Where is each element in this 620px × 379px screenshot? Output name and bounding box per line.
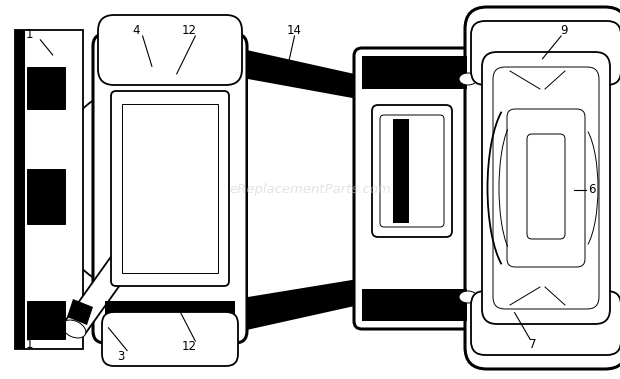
- FancyBboxPatch shape: [98, 15, 242, 85]
- Ellipse shape: [459, 73, 477, 85]
- Text: 7: 7: [529, 338, 537, 351]
- Bar: [122, 104, 218, 273]
- Text: 3: 3: [117, 350, 125, 363]
- FancyBboxPatch shape: [471, 21, 620, 85]
- Bar: [490, 292, 602, 320]
- Bar: [393, 119, 409, 223]
- Ellipse shape: [459, 291, 477, 303]
- Bar: [105, 46, 235, 79]
- Bar: [362, 289, 467, 321]
- Bar: [362, 56, 467, 89]
- Polygon shape: [67, 299, 93, 325]
- Wedge shape: [362, 92, 384, 136]
- Bar: [27, 169, 65, 224]
- Wedge shape: [362, 239, 384, 283]
- Text: 6: 6: [588, 183, 596, 196]
- Text: eReplacementParts.com: eReplacementParts.com: [229, 183, 391, 196]
- FancyBboxPatch shape: [354, 48, 475, 329]
- Bar: [15, 30, 83, 349]
- Polygon shape: [235, 49, 370, 331]
- FancyBboxPatch shape: [465, 7, 620, 369]
- FancyBboxPatch shape: [507, 109, 585, 267]
- Text: 14: 14: [287, 24, 302, 37]
- FancyBboxPatch shape: [372, 105, 452, 237]
- FancyBboxPatch shape: [93, 34, 247, 343]
- FancyBboxPatch shape: [380, 115, 444, 227]
- Ellipse shape: [62, 320, 86, 338]
- Text: 9: 9: [560, 24, 568, 37]
- FancyBboxPatch shape: [102, 312, 238, 366]
- Polygon shape: [248, 79, 358, 297]
- Bar: [15, 30, 25, 349]
- Bar: [490, 56, 602, 84]
- Ellipse shape: [55, 94, 175, 284]
- Text: 12: 12: [182, 24, 197, 37]
- Text: 1: 1: [26, 28, 33, 41]
- Text: 1: 1: [26, 338, 33, 351]
- Bar: [27, 67, 65, 109]
- FancyBboxPatch shape: [527, 134, 565, 239]
- FancyBboxPatch shape: [471, 291, 620, 355]
- Text: 4: 4: [133, 24, 140, 37]
- Bar: [105, 301, 235, 331]
- Bar: [27, 301, 65, 339]
- FancyBboxPatch shape: [482, 52, 610, 324]
- Polygon shape: [63, 251, 135, 334]
- FancyBboxPatch shape: [111, 91, 229, 286]
- Text: 12: 12: [182, 340, 197, 353]
- FancyBboxPatch shape: [493, 67, 599, 309]
